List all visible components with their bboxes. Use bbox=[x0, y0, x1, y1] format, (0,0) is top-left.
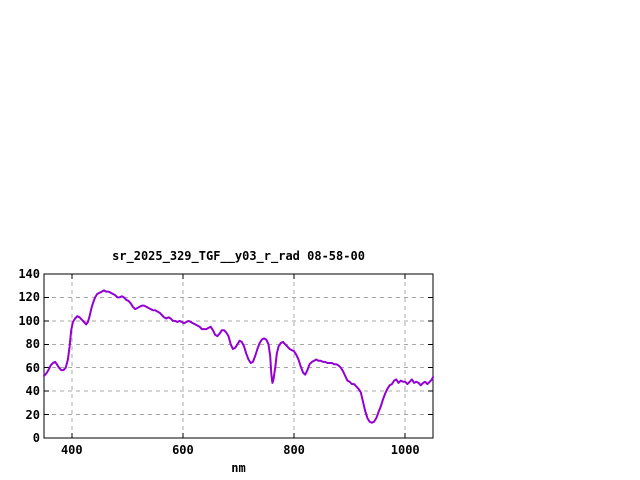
x-axis-label: nm bbox=[231, 461, 246, 475]
x-tick-label: 1000 bbox=[390, 443, 420, 457]
y-tick-label: 40 bbox=[25, 384, 40, 399]
chart-title: sr_2025_329_TGF__y03_r_rad 08-58-00 bbox=[112, 249, 365, 263]
y-tick-label: 140 bbox=[18, 267, 40, 281]
spectrum-line bbox=[43, 289, 434, 424]
x-tick-label: 600 bbox=[172, 443, 194, 457]
y-tick-label: 20 bbox=[25, 407, 40, 422]
y-tick-label: 100 bbox=[18, 313, 40, 328]
x-tick-label: 400 bbox=[60, 443, 83, 457]
y-tick-label: 120 bbox=[18, 290, 40, 305]
plot-border bbox=[43, 273, 434, 439]
y-tick-label: 60 bbox=[25, 360, 40, 375]
y-tick-label: 0 bbox=[32, 431, 40, 445]
x-tick-label: 800 bbox=[283, 443, 305, 457]
y-tick-label: 80 bbox=[25, 337, 40, 352]
